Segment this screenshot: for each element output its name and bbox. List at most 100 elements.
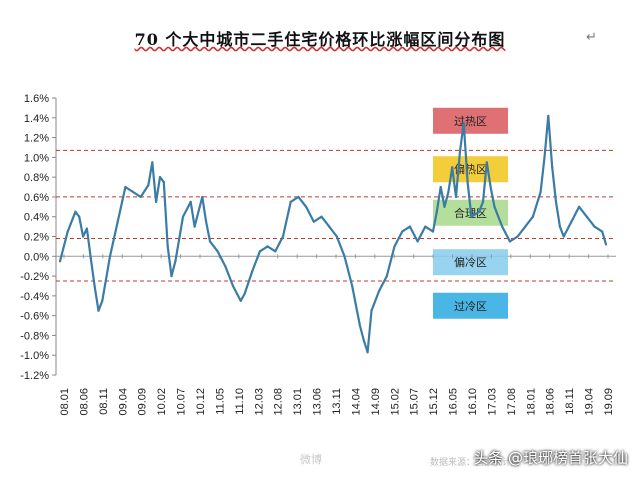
y-tick-label: 1.6%: [24, 93, 49, 105]
x-tick-label: 17.08: [506, 388, 518, 416]
zone-box: [433, 107, 508, 134]
data-point: [139, 195, 142, 199]
data-point: [516, 235, 519, 238]
data-point: [351, 284, 354, 288]
data-point: [181, 215, 185, 218]
data-point: [478, 210, 481, 213]
y-tick-label: -0.2%: [20, 271, 49, 283]
y-tick-label: -0.8%: [20, 330, 49, 342]
zone-box: [433, 292, 508, 319]
data-point: [158, 176, 162, 179]
data-point: [108, 255, 112, 258]
x-tick-label: 19.04: [584, 388, 596, 416]
data-point: [593, 225, 596, 228]
data-point: [451, 166, 454, 169]
data-point: [166, 245, 169, 248]
data-point: [189, 200, 192, 203]
data-point: [155, 200, 158, 203]
x-tick-label: 12.03: [253, 388, 265, 416]
y-tick-label: -1.2%: [20, 370, 49, 382]
x-tick-label: 14.09: [370, 388, 382, 416]
zone-label: 过热区: [454, 115, 487, 128]
data-point: [601, 230, 604, 233]
x-tick-label: 10.07: [176, 388, 188, 416]
data-point: [424, 225, 427, 228]
x-tick-label: 13.11: [331, 388, 343, 415]
data-point: [224, 265, 227, 268]
return-mark-icon: ↵: [586, 30, 597, 45]
data-point: [266, 245, 269, 248]
data-point: [539, 190, 542, 194]
data-point: [577, 205, 581, 208]
data-point: [151, 161, 154, 164]
x-tick-label: 16.05: [448, 388, 460, 416]
y-tick-label: 0.6%: [24, 192, 49, 204]
data-point: [101, 299, 104, 302]
data-point: [470, 215, 473, 218]
data-point: [378, 289, 381, 293]
x-tick-label: 08.11: [98, 388, 110, 415]
data-point: [435, 210, 438, 213]
zone-label: 过冷区: [454, 300, 487, 313]
data-point: [358, 324, 362, 327]
y-tick-label: -1.0%: [20, 350, 49, 362]
data-point: [458, 151, 461, 154]
data-point: [74, 210, 77, 213]
zone-label: 偏热区: [454, 162, 487, 176]
data-point: [585, 215, 588, 218]
data-point: [385, 274, 388, 278]
author-watermark: 头条 @琅琊榜首张大仙: [473, 449, 628, 467]
x-tick-label: 16.10: [467, 388, 479, 416]
x-tick-label: 18.01: [525, 388, 537, 416]
data-point: [85, 227, 89, 230]
data-point: [343, 255, 346, 258]
data-point: [97, 309, 100, 312]
weibo-watermark: 微博: [300, 453, 322, 466]
data-point: [493, 205, 496, 208]
data-source-note: 数据来源：国家统计局: [430, 458, 521, 468]
x-tick-label: 15.02: [389, 388, 401, 416]
data-point: [274, 250, 277, 253]
zone-box: [433, 156, 508, 183]
data-point: [562, 235, 565, 238]
data-point: [297, 195, 300, 199]
data-point: [124, 185, 127, 189]
y-tick-label: -0.6%: [20, 311, 49, 323]
data-point: [81, 235, 85, 238]
data-point: [193, 225, 196, 228]
x-tick-label: 18.11: [564, 388, 576, 415]
data-point: [447, 190, 450, 194]
y-tick-label: -0.4%: [20, 291, 49, 303]
data-point: [543, 156, 546, 159]
x-tick-label: 19.09: [603, 388, 615, 416]
data-point: [481, 200, 485, 203]
data-point: [524, 225, 527, 228]
data-point: [501, 225, 504, 228]
data-point: [304, 205, 308, 208]
data-point: [174, 260, 177, 263]
data-point: [408, 225, 412, 228]
x-tick-label: 17.03: [486, 388, 498, 416]
x-tick-label: 13.01: [292, 388, 304, 416]
data-point: [239, 299, 242, 302]
y-tick-label: 0.2%: [24, 232, 49, 244]
data-point: [289, 200, 292, 203]
data-point: [466, 180, 469, 184]
data-point: [162, 180, 165, 184]
data-point: [551, 166, 554, 169]
data-point: [258, 250, 262, 253]
data-point: [116, 220, 119, 223]
data-point: [489, 185, 492, 189]
x-tick-label: 14.04: [350, 388, 362, 416]
y-tick-label: 0.8%: [24, 172, 49, 184]
data-point: [131, 190, 135, 194]
data-point: [604, 243, 608, 246]
data-point: [439, 185, 442, 189]
data-point: [362, 339, 365, 342]
data-point: [462, 121, 465, 124]
data-point: [454, 195, 458, 199]
data-point: [443, 205, 446, 208]
y-tick-label: 0.4%: [24, 212, 49, 224]
data-point: [531, 215, 535, 218]
